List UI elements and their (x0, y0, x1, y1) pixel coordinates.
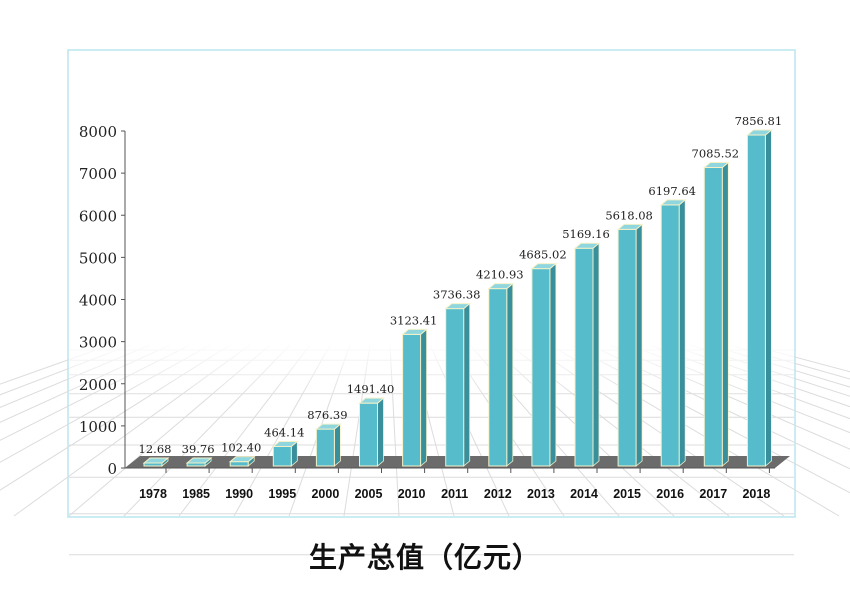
bar-front (402, 333, 422, 467)
bar-side (765, 129, 772, 467)
bar-side (549, 262, 557, 467)
bar-front (703, 167, 723, 467)
y-tick-label: 7000 (79, 165, 117, 183)
y-tick-label: 8000 (79, 123, 117, 141)
x-tick-label: 2000 (311, 487, 339, 501)
data-label: 12.68 (139, 442, 172, 456)
bar-1995 (271, 440, 299, 467)
x-tick-label: 1978 (139, 487, 167, 501)
bar-side (721, 161, 729, 467)
data-label: 4685.02 (519, 248, 567, 262)
bar-top (444, 303, 472, 310)
bar-side (506, 282, 514, 467)
y-tick-label: 6000 (79, 207, 117, 225)
bar-2014 (573, 242, 601, 467)
y-tick-label: 4000 (79, 292, 117, 310)
x-tick-label: 2016 (656, 487, 684, 501)
bar-side (420, 328, 428, 467)
bar-2010 (401, 328, 428, 467)
data-label: 1491.40 (347, 382, 395, 396)
data-label: 3736.38 (433, 288, 481, 302)
bar-top (185, 457, 213, 464)
bar-top (228, 456, 256, 463)
bar-front (315, 428, 335, 467)
bar-1985 (185, 457, 213, 467)
bar-top (271, 440, 299, 447)
x-tick-label: 2013 (527, 487, 555, 501)
bar-top (530, 263, 558, 270)
bar-top (315, 423, 342, 430)
data-label: 102.40 (221, 441, 261, 455)
bar-side (463, 302, 471, 467)
bar-front (229, 461, 249, 467)
bar-top (487, 283, 515, 290)
bar-2000 (315, 423, 342, 467)
bar-front (272, 445, 292, 467)
data-label: 7085.52 (692, 147, 740, 161)
y-tick-label: 5000 (79, 249, 117, 267)
data-label: 5618.08 (605, 208, 653, 222)
data-label: 3123.41 (390, 313, 438, 327)
bar-front (359, 402, 378, 467)
bar-top (746, 129, 773, 136)
bar-top (358, 397, 385, 404)
x-tick-label: 1990 (225, 487, 253, 501)
data-label: 6197.64 (648, 184, 696, 198)
bar-2013 (530, 262, 558, 467)
bar-2015 (616, 223, 644, 467)
bar-side (592, 242, 600, 467)
bar-top (659, 199, 687, 206)
bar-top (573, 242, 601, 249)
bar-front (660, 204, 680, 467)
bar-front (574, 247, 594, 467)
x-tick-label: 2015 (613, 487, 641, 501)
y-tick-label: 1000 (79, 418, 117, 436)
data-label: 5169.16 (562, 227, 610, 241)
bar-top (401, 328, 428, 335)
x-tick-label: 2014 (570, 487, 598, 501)
bar-2012 (487, 282, 515, 467)
bar-2018 (746, 129, 773, 467)
bar-side (377, 397, 384, 467)
data-label: 464.14 (264, 425, 304, 439)
bar-side (678, 199, 686, 467)
data-label: 7856.81 (735, 114, 783, 128)
y-tick-label: 0 (107, 460, 117, 478)
x-tick-label: 2011 (441, 487, 468, 501)
bar-top (616, 223, 644, 230)
bar-front (531, 268, 551, 467)
x-tick-label: 1995 (268, 487, 296, 501)
chart-frame (67, 49, 796, 518)
bar-front (488, 288, 508, 467)
bar-front (617, 228, 637, 467)
y-axis: 0 1000 2000 3000 4000 5000 6000 7000 8000 (79, 123, 126, 478)
x-tick-label: 2012 (484, 487, 512, 501)
bar-2016 (659, 199, 687, 467)
bar-2005 (358, 397, 385, 467)
bar-side (333, 423, 341, 467)
bar-side (635, 223, 643, 467)
bar-front (746, 134, 766, 467)
data-label: 4210.93 (476, 268, 524, 282)
x-tick-label: 2005 (355, 487, 383, 501)
bar-top (702, 162, 730, 169)
bar-1990 (228, 455, 256, 467)
x-tick-label: 2017 (699, 487, 727, 501)
chart-title: 生产总值（亿元） (308, 541, 541, 574)
x-tick-label: 2010 (398, 487, 426, 501)
data-label: 876.39 (307, 408, 347, 422)
bar-front (445, 308, 465, 467)
x-tick-label: 2018 (742, 487, 770, 501)
bar-top (142, 457, 170, 464)
bar-1978 (142, 457, 170, 467)
data-label: 39.76 (182, 442, 215, 456)
x-tick-label: 1985 (182, 487, 210, 501)
y-tick-label: 2000 (79, 376, 117, 394)
bar-2017 (702, 161, 730, 467)
bar-2011 (444, 302, 472, 467)
y-tick-label: 3000 (79, 334, 117, 352)
